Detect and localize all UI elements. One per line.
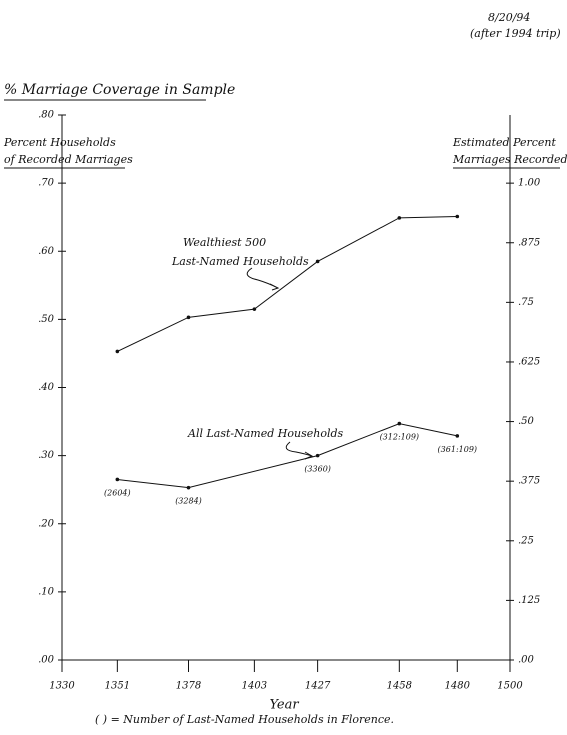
y2-tick-label: 1.00: [518, 178, 541, 189]
data-point: [186, 485, 191, 490]
y2-axis-label: Estimated Percent: [452, 136, 557, 149]
y2-tick-label: .50: [518, 416, 535, 427]
y-tick-label: .20: [38, 518, 55, 529]
x-tick-label: 1351: [105, 681, 130, 692]
footnote: ( ) = Number of Last-Named Households in…: [95, 713, 394, 726]
y2-tick-label: .75: [518, 297, 534, 308]
y-tick-label: .50: [38, 314, 55, 325]
y-axis-label: Percent Households: [3, 136, 116, 149]
point-label: (3360): [304, 465, 331, 474]
data-point: [252, 307, 257, 311]
y-tick-label: .30: [38, 450, 55, 461]
x-tick-label: 1458: [387, 681, 412, 692]
data-point: [315, 259, 320, 264]
data-point: [397, 216, 402, 220]
point-label: (3284): [175, 497, 202, 506]
series-line: [117, 216, 458, 352]
date-note: 8/20/94: [488, 11, 530, 24]
y-axis-label: of Recorded Marriages: [4, 153, 133, 166]
y-tick-label: .80: [38, 110, 55, 121]
annotation: All Last-Named Households: [187, 427, 344, 440]
y-tick-label: .10: [38, 586, 55, 597]
data-point: [115, 349, 120, 354]
y2-tick-label: .25: [518, 535, 534, 546]
x-tick-label: 1403: [242, 681, 267, 692]
y2-tick-label: .625: [518, 356, 540, 367]
data-point: [186, 315, 191, 320]
x-tick-label: 1500: [497, 681, 523, 692]
data-point: [455, 214, 460, 219]
x-axis-label: Year: [269, 698, 299, 713]
date-note: (after 1994 trip): [470, 27, 561, 40]
point-label: (312:109): [380, 433, 419, 442]
point-label: (2604): [104, 488, 131, 497]
y2-tick-label: .875: [518, 237, 540, 248]
x-tick-label: 1427: [305, 681, 331, 692]
data-point: [315, 453, 320, 458]
annotation-arrow: [246, 267, 280, 291]
y-tick-label: .70: [38, 178, 55, 189]
annotation: Wealthiest 500: [183, 236, 266, 249]
data-point: [455, 434, 460, 438]
x-tick-label: 1330: [49, 681, 75, 692]
annotation: Last-Named Households: [171, 255, 309, 268]
data-point: [115, 477, 120, 482]
y2-tick-label: .125: [518, 595, 540, 606]
y2-tick-label: .00: [518, 655, 535, 666]
y2-tick-label: .375: [518, 476, 540, 487]
x-tick-label: 1378: [176, 681, 201, 692]
y-tick-label: .00: [38, 655, 55, 666]
x-tick-label: 1480: [445, 681, 471, 692]
data-point: [397, 421, 402, 426]
y-tick-label: .40: [38, 382, 55, 393]
chart-title: % Marriage Coverage in Sample: [4, 82, 235, 98]
annotation-arrow: [285, 441, 314, 460]
y-tick-label: .60: [38, 246, 55, 257]
point-label: (361:109): [438, 445, 477, 454]
